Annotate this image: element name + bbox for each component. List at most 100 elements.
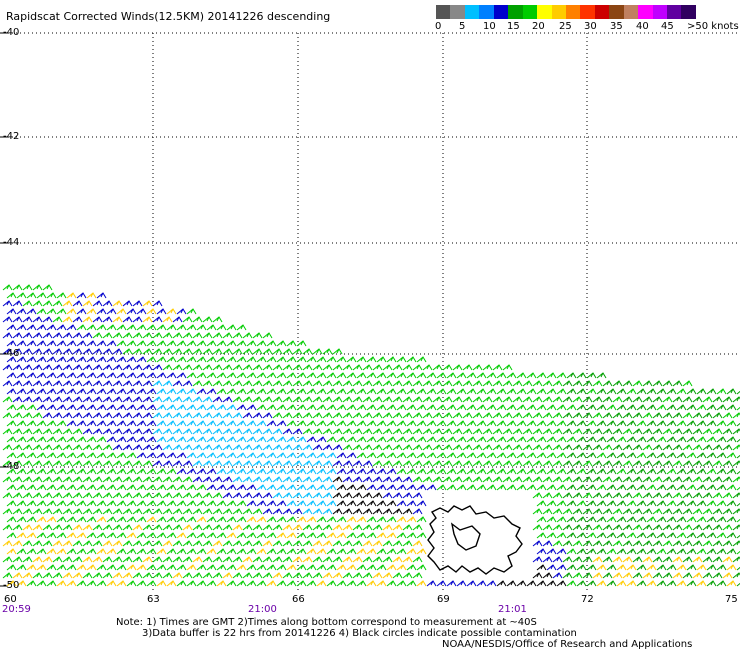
wind-barb: [102, 316, 113, 323]
wind-barb: [302, 508, 313, 515]
wind-barb: [562, 380, 573, 387]
wind-barb: [146, 468, 157, 475]
wind-barb: [406, 452, 417, 459]
wind-barb: [386, 452, 397, 459]
wind-barb: [646, 564, 657, 571]
wind-barb: [396, 452, 407, 459]
wind-barb: [96, 372, 107, 379]
wind-barb: [486, 452, 497, 459]
wind-barb: [106, 436, 117, 443]
wind-barb: [26, 308, 37, 315]
wind-barb: [222, 540, 233, 547]
wind-barb: [336, 404, 347, 411]
wind-barb: [272, 380, 283, 387]
wind-barb: [502, 380, 513, 387]
wind-barb: [226, 420, 237, 427]
wind-barb: [86, 468, 97, 475]
wind-barb: [122, 380, 133, 387]
wind-barb: [272, 460, 283, 467]
wind-barb: [682, 460, 693, 467]
wind-barb: [36, 324, 47, 331]
wind-barb: [306, 532, 317, 539]
wind-barb: [596, 468, 607, 475]
wind-barb: [662, 476, 673, 483]
legend-swatch: [667, 5, 682, 19]
wind-barb: [136, 436, 147, 443]
wind-barb: [216, 452, 227, 459]
wind-barb: [356, 484, 367, 491]
wind-barb: [582, 492, 593, 499]
wind-barb: [32, 428, 43, 435]
wind-barb: [416, 388, 427, 395]
wind-barb: [212, 348, 223, 355]
wind-barb: [236, 452, 247, 459]
wind-barb: [2, 444, 13, 451]
longitude-label: 60: [4, 594, 17, 605]
wind-barb: [526, 452, 537, 459]
wind-barb: [692, 444, 703, 451]
wind-barb: [122, 348, 133, 355]
wind-barb: [456, 436, 467, 443]
wind-barb: [186, 308, 197, 315]
wind-barb: [136, 420, 147, 427]
wind-barb: [196, 340, 207, 347]
wind-barb: [132, 364, 143, 371]
wind-barb: [12, 508, 23, 515]
wind-barb: [6, 420, 17, 427]
wind-barb: [16, 484, 27, 491]
wind-barb: [92, 476, 103, 483]
wind-barb: [192, 412, 203, 419]
wind-barb: [136, 308, 147, 315]
wind-barb: [36, 356, 47, 363]
wind-barb: [482, 428, 493, 435]
wind-barb: [506, 372, 517, 379]
wind-barb: [132, 524, 143, 531]
wind-barb: [632, 556, 643, 563]
wind-barb: [362, 476, 373, 483]
wind-barb: [296, 532, 307, 539]
wind-barb: [682, 380, 693, 387]
wind-barb: [2, 412, 13, 419]
wind-barb: [496, 580, 507, 587]
wind-barb: [222, 412, 233, 419]
wind-barb: [536, 532, 547, 539]
wind-barb: [296, 548, 307, 555]
wind-barb: [96, 308, 107, 315]
wind-barb: [542, 524, 553, 531]
wind-barb: [42, 300, 53, 307]
wind-barb: [732, 460, 740, 467]
wind-barb: [396, 356, 407, 363]
wind-barb: [406, 564, 417, 571]
wind-barb: [136, 564, 147, 571]
wind-barb: [556, 452, 567, 459]
wind-barb: [162, 460, 173, 467]
wind-barb: [462, 364, 473, 371]
wind-barb: [592, 508, 603, 515]
wind-barb: [736, 486, 740, 491]
wind-barb: [556, 580, 567, 587]
wind-barb: [46, 404, 57, 411]
wind-barb: [442, 476, 453, 483]
wind-barb: [566, 580, 577, 587]
wind-barb: [376, 532, 387, 539]
wind-barb: [732, 572, 740, 579]
wind-barb: [622, 428, 633, 435]
wind-barb: [676, 516, 687, 523]
wind-barb: [556, 484, 567, 491]
wind-barb: [686, 532, 697, 539]
longitude-label: 69: [437, 594, 450, 605]
wind-barb: [82, 316, 93, 323]
wind-barb: [356, 580, 367, 587]
wind-barb: [136, 404, 147, 411]
wind-barb: [86, 484, 97, 491]
wind-barb: [342, 460, 353, 467]
wind-barb: [156, 340, 167, 347]
wind-barb: [716, 420, 727, 427]
wind-barb: [576, 420, 587, 427]
wind-barb: [62, 508, 73, 515]
wind-barb: [26, 324, 37, 331]
wind-barb: [542, 444, 553, 451]
wind-barb: [426, 388, 437, 395]
wind-barb: [576, 580, 587, 587]
wind-barb: [52, 460, 63, 467]
